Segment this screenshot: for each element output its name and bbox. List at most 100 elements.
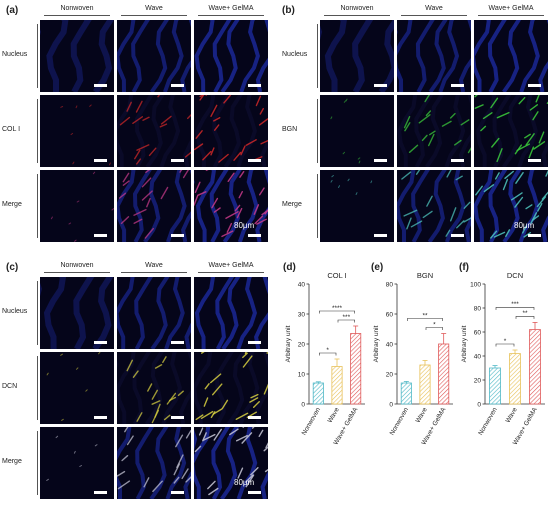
fluorescence-image bbox=[40, 277, 114, 349]
scale-bar bbox=[248, 416, 261, 419]
fluorescence-image bbox=[117, 277, 191, 349]
row-rule bbox=[37, 356, 38, 420]
row-label: Merge bbox=[2, 458, 22, 465]
significance-label: **** bbox=[332, 305, 343, 312]
row-rule bbox=[37, 174, 38, 238]
y-tick-label: 60 bbox=[386, 311, 394, 318]
fluorescence-image bbox=[117, 95, 191, 167]
y-tick-label: 0 bbox=[389, 401, 393, 408]
bar bbox=[400, 382, 412, 405]
fluorescence-image bbox=[40, 427, 114, 499]
scale-bar bbox=[171, 234, 184, 237]
row-rule bbox=[37, 99, 38, 163]
fluorescence-image bbox=[117, 352, 191, 424]
significance-label: *** bbox=[511, 301, 519, 308]
column-rule bbox=[324, 15, 390, 16]
scale-bar bbox=[451, 84, 464, 87]
fluorescence-image bbox=[40, 95, 114, 167]
row-rule bbox=[37, 24, 38, 88]
y-tick-label: 0 bbox=[477, 401, 481, 408]
scale-bar bbox=[171, 491, 184, 494]
scale-bar bbox=[528, 234, 541, 237]
chart-svg: COL I Arbitrary unit 0 10 20 30 40 Nonwoven Wave… bbox=[285, 271, 365, 446]
row-label: Nucleus bbox=[2, 51, 28, 58]
scale-bar bbox=[248, 234, 261, 237]
y-tick-label: 40 bbox=[386, 341, 394, 348]
fluorescence-image bbox=[320, 170, 394, 242]
fluorescence-image bbox=[474, 95, 548, 167]
panel-label-d: (d) bbox=[283, 262, 296, 273]
fluorescence-image bbox=[117, 427, 191, 499]
significance-label: * bbox=[326, 347, 329, 354]
scale-bar bbox=[171, 159, 184, 162]
row-rule bbox=[37, 281, 38, 345]
scale-bar bbox=[451, 159, 464, 162]
fluorescence-image bbox=[40, 170, 114, 242]
chart-svg: DCN Arbitrary unit 0 20 40 60 80 100 Nonwoven Wav… bbox=[461, 271, 545, 446]
fluorescence-image bbox=[40, 20, 114, 92]
fluorescence-image bbox=[117, 170, 191, 242]
column-header: Nonwoven bbox=[60, 5, 94, 12]
row-label: Nucleus bbox=[2, 308, 28, 315]
scale-bar bbox=[451, 234, 464, 237]
fluorescence-image bbox=[397, 20, 471, 92]
scale-bar bbox=[248, 159, 261, 162]
bar-chart-dcn: DCN Arbitrary unit 0 20 40 60 80 100 Nonwoven Wav… bbox=[459, 262, 551, 506]
scale-bar bbox=[94, 491, 107, 494]
scale-bar bbox=[248, 491, 261, 494]
scale-bar bbox=[171, 416, 184, 419]
x-tick-label: Wave bbox=[504, 406, 518, 424]
fluorescence-image bbox=[474, 20, 548, 92]
panel-label-f: (f) bbox=[459, 262, 469, 273]
scale-bar bbox=[248, 84, 261, 87]
row-label: Merge bbox=[282, 201, 302, 208]
scale-bar bbox=[94, 341, 107, 344]
scale-bar bbox=[528, 84, 541, 87]
row-rule bbox=[317, 24, 318, 88]
bar bbox=[419, 364, 431, 405]
column-header: Wave bbox=[425, 5, 443, 12]
bar-chart-bgn: BGN Arbitrary unit 0 20 40 60 80 Nonwoven Wave Wa… bbox=[371, 262, 459, 506]
significance-label: ** bbox=[522, 310, 528, 317]
scale-bar-label: 80μm bbox=[234, 478, 255, 487]
x-tick-label: Wave bbox=[414, 406, 428, 424]
column-rule bbox=[121, 272, 187, 273]
y-tick-label: 20 bbox=[298, 341, 306, 348]
fluorescence-image bbox=[194, 95, 268, 167]
bar bbox=[529, 329, 541, 405]
y-tick-label: 0 bbox=[301, 401, 305, 408]
bar-chart-col1: COL I Arbitrary unit 0 10 20 30 40 Nonwoven Wave… bbox=[283, 262, 371, 506]
chart-title: COL I bbox=[327, 271, 346, 280]
significance-bracket bbox=[425, 327, 443, 330]
column-header: Wave+ GelMA bbox=[208, 262, 254, 269]
fluorescence-image bbox=[397, 95, 471, 167]
fluorescence-image bbox=[194, 170, 268, 242]
scale-bar bbox=[248, 341, 261, 344]
scale-bar bbox=[528, 159, 541, 162]
row-label: DCN bbox=[2, 383, 18, 390]
y-tick-label: 40 bbox=[298, 281, 306, 288]
row-rule bbox=[317, 174, 318, 238]
scale-bar bbox=[374, 84, 387, 87]
y-axis-label: Arbitrary unit bbox=[373, 325, 380, 362]
significance-bracket bbox=[319, 352, 337, 356]
fluorescence-image bbox=[474, 170, 548, 242]
y-axis-label: Arbitrary unit bbox=[461, 325, 468, 362]
column-header: Nonwoven bbox=[60, 262, 94, 269]
column-header: Wave+ GelMA bbox=[488, 5, 534, 12]
row-rule bbox=[37, 431, 38, 495]
scale-bar-label: 80μm bbox=[514, 221, 535, 230]
row-label: BGN bbox=[282, 126, 298, 133]
column-rule bbox=[44, 272, 110, 273]
scale-bar bbox=[94, 234, 107, 237]
y-tick-label: 60 bbox=[474, 329, 482, 336]
y-axis-label: Arbitrary unit bbox=[285, 325, 292, 362]
fluorescence-image bbox=[194, 277, 268, 349]
fluorescence-image bbox=[117, 20, 191, 92]
panel-label-b: (b) bbox=[282, 5, 295, 16]
fluorescence-image bbox=[194, 427, 268, 499]
row-label: Nucleus bbox=[282, 51, 308, 58]
significance-bracket bbox=[407, 318, 443, 321]
scale-bar bbox=[171, 84, 184, 87]
column-rule bbox=[44, 15, 110, 16]
